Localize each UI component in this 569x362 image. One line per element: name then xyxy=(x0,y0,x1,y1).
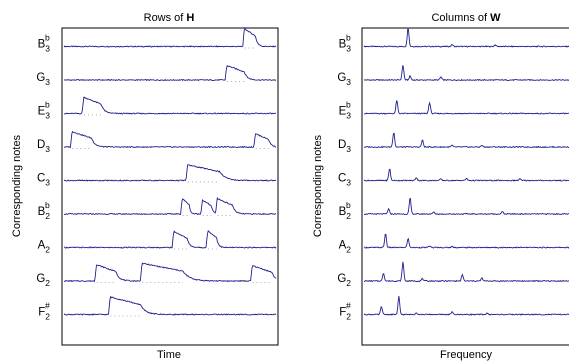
panel-title: Rows of H xyxy=(144,12,195,24)
note-label: G2 xyxy=(337,273,351,288)
note-label: A2 xyxy=(38,240,51,255)
note-label: G2 xyxy=(36,273,50,288)
panel-columns-of-w: Columns of W B3b G3 E3b D3 C3 B2b A2 G2 F2# Freq… xyxy=(312,12,569,361)
note-label: E3b xyxy=(339,100,352,121)
note-label: D3 xyxy=(338,139,351,154)
note-label: E3b xyxy=(38,100,51,121)
trace-row xyxy=(363,198,569,216)
column-traces xyxy=(363,28,569,316)
note-label: B2b xyxy=(38,200,51,221)
note-labels: B3b G3 E3b D3 C3 B2b A2 G2 F2# xyxy=(36,33,50,322)
trace-row xyxy=(63,295,277,316)
trace-row xyxy=(63,130,277,149)
note-label: B3b xyxy=(38,33,51,54)
trace-row xyxy=(363,100,569,115)
panel-title: Columns of W xyxy=(431,12,501,24)
trace-row xyxy=(63,229,277,249)
plot-frame xyxy=(61,27,279,346)
x-axis-label: Time xyxy=(157,349,181,361)
trace-row xyxy=(363,132,569,149)
row-traces xyxy=(63,27,277,317)
trace-row xyxy=(363,65,569,82)
trace-row xyxy=(364,261,569,283)
note-label: C3 xyxy=(37,173,50,188)
note-label: A2 xyxy=(339,240,352,255)
note-label: G3 xyxy=(337,72,351,87)
note-label: F2# xyxy=(38,301,50,322)
y-axis-label: Corresponding notes xyxy=(312,134,324,237)
trace-row xyxy=(363,233,569,249)
trace-row xyxy=(63,65,277,82)
plot-frame xyxy=(361,27,569,346)
note-label: B3b xyxy=(339,33,352,54)
panel-rows-of-h: Rows of H B3b G3 E3b D3 C3 B2b A2 G2 F2# Time Co… xyxy=(11,12,279,361)
y-axis-label: Corresponding notes xyxy=(11,134,23,237)
trace-row xyxy=(63,196,276,216)
trace-row xyxy=(363,296,569,316)
note-label: G3 xyxy=(36,72,50,87)
trace-row xyxy=(363,168,569,182)
note-label: C3 xyxy=(338,173,351,188)
note-label: F2# xyxy=(339,301,351,322)
trace-row xyxy=(63,96,276,115)
trace-row xyxy=(63,164,277,182)
trace-row xyxy=(63,27,277,48)
note-labels: B3b G3 E3b D3 C3 B2b A2 G2 F2# xyxy=(337,33,351,322)
x-axis-label: Frequency xyxy=(440,349,492,361)
note-label: B2b xyxy=(339,200,352,221)
trace-row xyxy=(64,262,277,283)
note-label: D3 xyxy=(37,139,50,154)
trace-row xyxy=(363,28,569,48)
